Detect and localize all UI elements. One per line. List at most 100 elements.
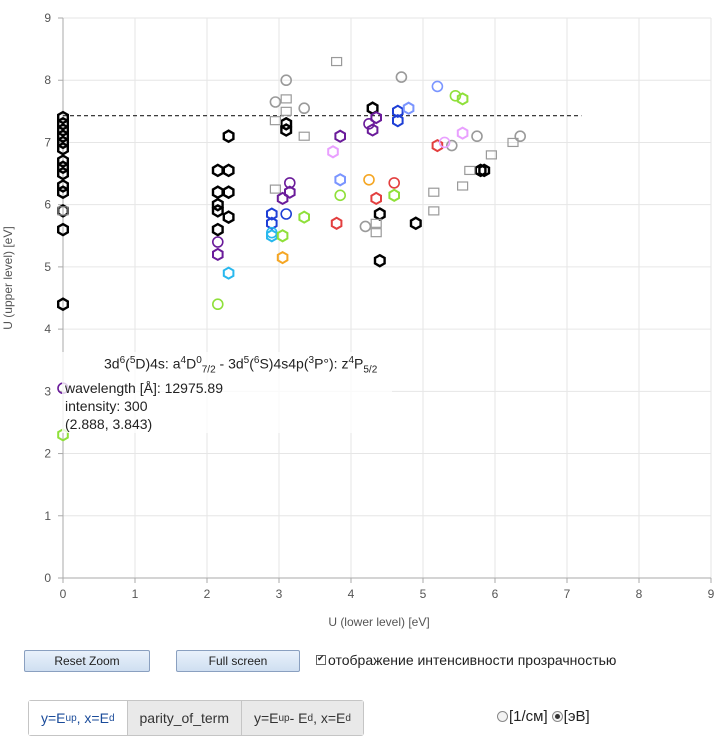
- data-point: [211, 222, 224, 237]
- opacity-checkbox[interactable]: [316, 653, 326, 665]
- data-point: [57, 135, 69, 150]
- data-point: [57, 154, 69, 168]
- unit-option-ev[interactable]: [эВ]: [551, 708, 590, 725]
- y-tick-label: 7: [44, 135, 51, 149]
- data-point: [514, 130, 527, 143]
- y-tick-label: 8: [44, 73, 51, 87]
- data-point: [392, 114, 404, 128]
- x-tick-label: 8: [636, 587, 643, 601]
- data-point: [222, 266, 235, 280]
- y-tick-label: 0: [44, 571, 51, 585]
- data-point: [428, 187, 440, 197]
- data-point: [428, 206, 440, 216]
- data-point-tooltip: 3d6(5D)4s: a4D07/2 - 3d5(6S)4s4p(3P°): z…: [62, 352, 392, 434]
- data-point: [280, 94, 292, 104]
- data-point: [438, 136, 451, 149]
- data-point: [57, 116, 69, 131]
- data-point: [363, 117, 375, 130]
- unit-option-wavenumber[interactable]: [1/см]: [497, 708, 548, 725]
- data-point: [57, 141, 69, 156]
- data-point: [269, 116, 281, 126]
- data-point: [485, 150, 497, 160]
- radio-wavenumber[interactable]: [497, 711, 508, 722]
- x-tick-label: 4: [348, 587, 355, 601]
- opacity-intensity-toggle[interactable]: отображение интенсивности прозрачностью: [316, 652, 616, 668]
- tooltip-wavelength: wavelength [Å]: 12975.89: [65, 380, 224, 397]
- x-tick-label: 7: [564, 587, 571, 601]
- data-point: [370, 191, 382, 206]
- data-point: [507, 137, 519, 148]
- data-point: [392, 104, 404, 118]
- data-point: [366, 123, 379, 137]
- data-point: [445, 139, 458, 152]
- data-point: [334, 173, 346, 187]
- scatter-chart[interactable]: 0 1 2 3 4 5 6 7 8 9 0 1 2 3 4 5 6 7 8 9 U (lower level) [eV]…: [0, 0, 716, 635]
- tooltip-intensity: intensity: 300: [65, 398, 148, 415]
- data-point: [284, 185, 296, 199]
- tooltip-transition: 3d6(5D)4s: a4D07/2 - 3d5(6S)4s4p(3P°): z…: [104, 355, 378, 376]
- data-point: [280, 106, 292, 116]
- tab-eup-ed[interactable]: y=E up, x=E d: [29, 701, 128, 735]
- data-point: [269, 184, 281, 194]
- tab-parity-of-term[interactable]: parity_of_term: [127, 701, 242, 735]
- data-point: [370, 110, 382, 125]
- data-point: [298, 131, 310, 141]
- y-axis-title: U (upper level) [eV]: [1, 226, 15, 329]
- data-point: [57, 129, 69, 144]
- data-point: [431, 80, 444, 93]
- data-point: [359, 220, 372, 233]
- data-point: [57, 179, 69, 193]
- y-tick-label: 5: [44, 260, 51, 274]
- data-point: [57, 123, 69, 137]
- data-point: [370, 218, 382, 228]
- reset-zoom-button[interactable]: Reset Zoom: [24, 650, 150, 672]
- data-point: [388, 177, 401, 189]
- units-selector: [1/см] [эВ]: [497, 708, 594, 725]
- chart-area[interactable]: 0 1 2 3 4 5 6 7 8 9 0 1 2 3 4 5 6 7 8 9 U (lower level) [eV]…: [0, 0, 716, 635]
- full-screen-button[interactable]: Full screen: [176, 650, 300, 672]
- data-point: [456, 92, 469, 106]
- data-point: [449, 89, 462, 102]
- data-point: [276, 250, 289, 265]
- data-point: [211, 197, 224, 212]
- x-tick-label: 5: [420, 587, 427, 601]
- data-point: [478, 163, 491, 178]
- data-point: [402, 101, 415, 115]
- data-point: [57, 166, 69, 181]
- data-point: [211, 185, 224, 200]
- x-tick-label: 3: [276, 587, 283, 601]
- data-point: [331, 56, 343, 67]
- data-point: [474, 163, 487, 178]
- x-axis-title: U (lower level) [eV]: [328, 615, 429, 629]
- data-point: [222, 163, 235, 178]
- data-point: [395, 71, 408, 83]
- data-point: [57, 185, 69, 200]
- data-point: [280, 116, 293, 131]
- data-point: [370, 228, 382, 238]
- data-point: [373, 253, 386, 268]
- data-point: [211, 204, 224, 218]
- data-point: [266, 207, 278, 221]
- data-point: [283, 177, 296, 189]
- tooltip-coordinates: (2.888, 3.843): [65, 416, 153, 433]
- y-tick-label: 3: [44, 384, 51, 398]
- data-point: [327, 145, 339, 159]
- x-tick-label: 2: [204, 587, 211, 601]
- data-point: [363, 173, 375, 186]
- data-point: [57, 160, 69, 175]
- y-tick-label: 1: [44, 509, 51, 523]
- data-point: [298, 102, 311, 115]
- data-point: [431, 138, 444, 153]
- y-tick-label: 6: [44, 198, 51, 212]
- opacity-label: отображение интенсивности прозрачностью: [328, 652, 617, 668]
- radio-ev[interactable]: [551, 711, 563, 722]
- data-point: [464, 165, 476, 176]
- data-point: [456, 126, 469, 140]
- data-point: [276, 229, 289, 243]
- data-point: [280, 74, 293, 87]
- x-tick-label: 6: [492, 587, 499, 601]
- data-point: [334, 189, 347, 202]
- data-point: [269, 96, 282, 108]
- data-point: [211, 163, 224, 178]
